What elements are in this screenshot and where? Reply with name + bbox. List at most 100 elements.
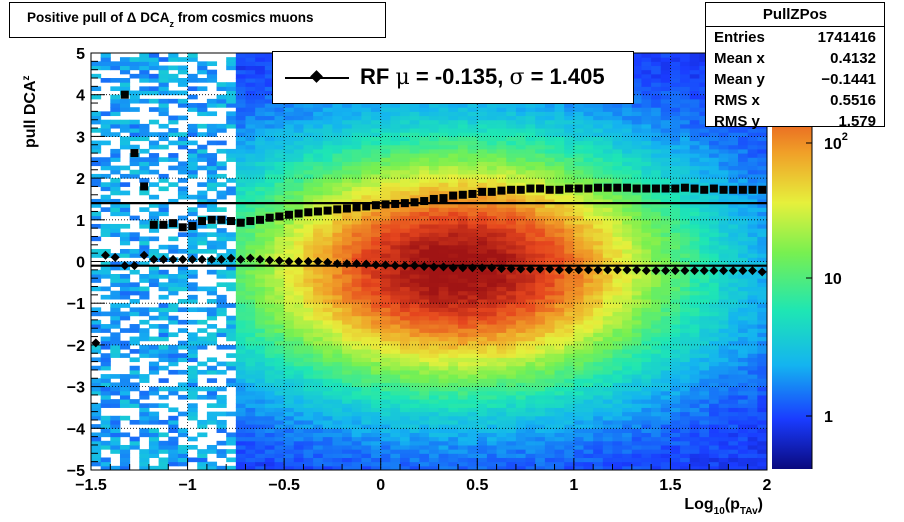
- fit-lines: [91, 202, 767, 267]
- stats-title: PullZPos: [706, 3, 884, 27]
- x-axis-label: Log10(pTAv): [684, 496, 763, 517]
- square-marker: [265, 213, 274, 222]
- diamond-marker: [410, 261, 420, 271]
- diamond-marker: [100, 250, 110, 260]
- diamond-marker: [187, 254, 197, 264]
- square-marker: [478, 187, 487, 196]
- diamond-marker: [728, 266, 738, 276]
- diamond-marker: [265, 255, 275, 265]
- diamond-marker: [661, 266, 671, 276]
- diamond-marker: [467, 263, 477, 273]
- diamond-marker: [429, 262, 439, 272]
- x-tick-label: 0.5: [466, 477, 488, 494]
- diamond-marker: [583, 265, 593, 275]
- y-tick-label: 4: [76, 88, 85, 105]
- diamond-marker: [448, 263, 458, 273]
- diamond-marker: [496, 264, 506, 274]
- square-marker: [352, 203, 361, 212]
- diamond-marker: [622, 265, 632, 275]
- diamond-marker: [593, 265, 603, 275]
- diamond-marker: [178, 254, 188, 264]
- square-marker: [700, 185, 709, 194]
- square-marker: [603, 183, 612, 192]
- square-marker: [651, 184, 660, 193]
- square-marker: [729, 185, 738, 194]
- square-marker: [256, 215, 264, 224]
- square-marker: [149, 220, 158, 229]
- square-marker: [207, 215, 216, 224]
- legend: RF μ = -0.135, σ = 1.405: [272, 51, 634, 104]
- square-marker: [574, 184, 583, 193]
- x-tick-label: −0.5: [268, 477, 300, 494]
- diamond-marker: [255, 254, 265, 264]
- square-marker: [120, 90, 129, 99]
- square-marker: [458, 190, 467, 199]
- square-marker: [140, 182, 149, 191]
- square-marker: [632, 184, 641, 193]
- square-marker: [690, 184, 699, 193]
- square-marker: [748, 185, 757, 194]
- diamond-marker: [738, 266, 748, 276]
- square-marker: [468, 189, 477, 198]
- square-marker: [555, 185, 564, 194]
- diamond-marker: [651, 266, 661, 276]
- diamond-marker: [603, 265, 613, 275]
- square-marker: [439, 194, 448, 203]
- square-marker: [159, 220, 168, 229]
- x-tick-label: 2: [763, 477, 772, 494]
- stats-row-rms-y: RMS y 1.579: [714, 113, 876, 130]
- stats-row-mean-x: Mean x 0.4132: [714, 50, 876, 67]
- diamond-marker: [632, 265, 642, 275]
- diamond-marker: [313, 257, 323, 266]
- diamond-marker: [352, 259, 362, 269]
- chart-title: Positive pull of Δ DCAz from cosmics muo…: [27, 10, 314, 29]
- diamond-marker: [381, 260, 391, 270]
- diamond-marker: [361, 259, 371, 269]
- square-marker: [236, 218, 245, 227]
- diamond-marker: [139, 250, 149, 260]
- square-marker: [661, 184, 670, 193]
- diamond-marker: [342, 259, 352, 269]
- square-marker: [680, 183, 689, 192]
- x-tick-label: −1: [178, 477, 196, 494]
- square-marker: [584, 184, 593, 193]
- square-marker: [275, 212, 284, 221]
- diamond-marker: [757, 267, 767, 277]
- y-axis: −5 −4 −3 −2 −1 0 1 2 3 4 5: [67, 46, 105, 480]
- diamond-marker: [216, 254, 226, 264]
- square-marker: [198, 217, 207, 226]
- data-points: [91, 90, 767, 348]
- diamond-marker: [284, 257, 294, 266]
- diamond-marker: [438, 262, 448, 272]
- diamond-marker: [612, 265, 622, 275]
- square-marker: [545, 185, 554, 194]
- y-tick-label: −4: [67, 421, 85, 438]
- stats-box: PullZPos Entries 1741416 Mean x 0.4132 Mea…: [705, 2, 885, 130]
- diamond-marker: [554, 265, 564, 275]
- y-axis-label: pull DCAz: [21, 75, 39, 148]
- square-marker: [516, 185, 525, 194]
- diamond-marker: [564, 265, 574, 275]
- diamond-marker: [274, 256, 284, 266]
- square-marker: [709, 184, 718, 193]
- diamond-marker: [516, 264, 526, 274]
- diamond-marker: [719, 266, 729, 276]
- y-tick-label: −5: [67, 463, 85, 480]
- color-scale-label-10: 10: [824, 271, 842, 288]
- square-marker: [188, 222, 197, 231]
- diamond-marker: [332, 259, 342, 269]
- square-marker: [565, 184, 574, 193]
- stats-row-mean-y: Mean y −0.1441: [714, 71, 876, 88]
- diamond-marker: [525, 264, 535, 274]
- y-tick-label: −3: [67, 380, 85, 397]
- diamond-marker: [149, 254, 159, 264]
- square-marker: [227, 217, 236, 226]
- diamond-marker: [400, 261, 410, 271]
- diamond-marker: [458, 263, 468, 273]
- y-tick-label: 2: [76, 171, 85, 188]
- diamond-marker: [294, 257, 304, 266]
- square-marker: [130, 149, 139, 158]
- diamond-marker: [245, 253, 255, 263]
- square-marker: [420, 197, 429, 206]
